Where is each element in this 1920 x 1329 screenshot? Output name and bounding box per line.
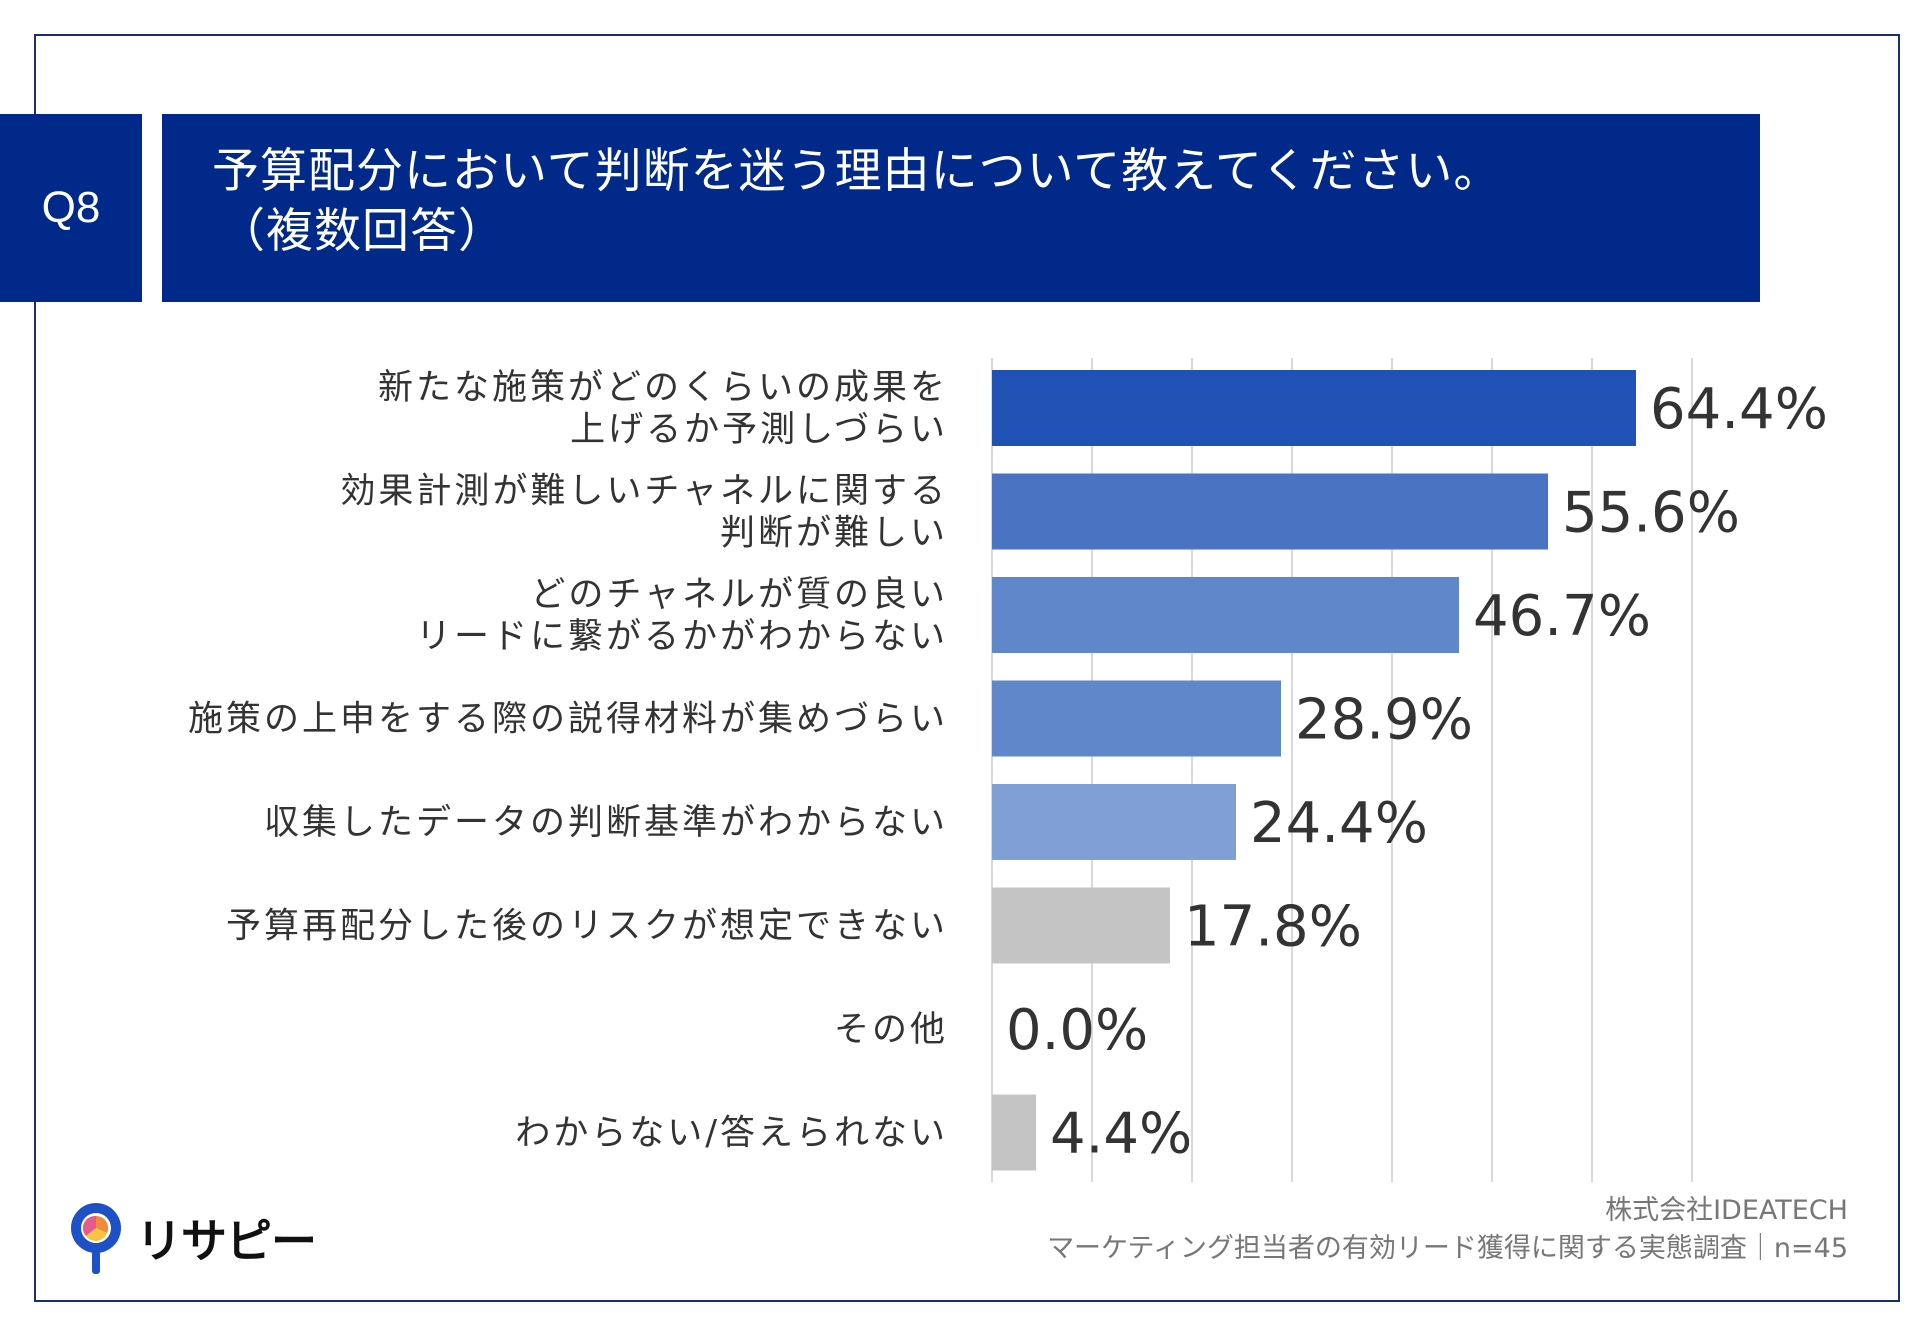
bar (992, 370, 1636, 446)
category-label: 上げるか予測しづらい (570, 410, 948, 450)
logo: リサピー (66, 1200, 317, 1276)
data-label: 4.4% (1050, 1102, 1192, 1167)
category-label: 効果計測が難しいチャネルに関する (340, 472, 948, 512)
question-badge: Q8 (0, 114, 142, 302)
category-label: その他 (834, 1010, 948, 1050)
footer-company: 株式会社IDEATECH (1605, 1195, 1848, 1226)
data-label: 55.6% (1562, 481, 1740, 546)
category-label: リードに繋がるかがわからない (416, 617, 948, 657)
pin-logo-icon (71, 1203, 121, 1274)
category-label: 判断が難しい (720, 514, 948, 554)
question-title: 予算配分において判断を迷う理由について教えてください。 (212, 144, 1502, 199)
bar (992, 1094, 1036, 1171)
category-label: わからない/答えられない (515, 1114, 948, 1154)
data-label: 64.4% (1650, 377, 1828, 442)
category-label: 収集したデータの判断基準がわからない (264, 803, 948, 843)
data-label: 46.7% (1473, 584, 1651, 649)
question-title-box: 予算配分において判断を迷う理由について教えてください。 （複数回答） (162, 114, 1760, 302)
category-label: どのチャネルが質の良い (530, 575, 948, 615)
footer-survey: マーケティング担当者の有効リード獲得に関する実態調査｜n=45 (1047, 1233, 1848, 1264)
logo-text: リサピー (136, 1214, 317, 1268)
bar (992, 577, 1459, 653)
bar (992, 680, 1281, 757)
category-label: 施策の上申をする際の説得材料が集めづらい (188, 700, 948, 740)
category-label: 予算再配分した後のリスクが想定できない (226, 907, 948, 947)
category-label: 新たな施策がどのくらいの成果を (378, 368, 948, 408)
data-label: 0.0% (1006, 998, 1148, 1063)
bar (992, 784, 1236, 860)
bar (992, 473, 1548, 550)
data-label: 28.9% (1295, 688, 1473, 753)
data-label: 24.4% (1250, 791, 1428, 856)
bar (992, 887, 1170, 964)
footer: 株式会社IDEATECH マーケティング担当者の有効リード獲得に関する実態調査｜… (1047, 1192, 1848, 1268)
data-label: 17.8% (1184, 895, 1362, 960)
chart-frame (34, 34, 1900, 1302)
question-subtitle: （複数回答） (218, 204, 506, 259)
